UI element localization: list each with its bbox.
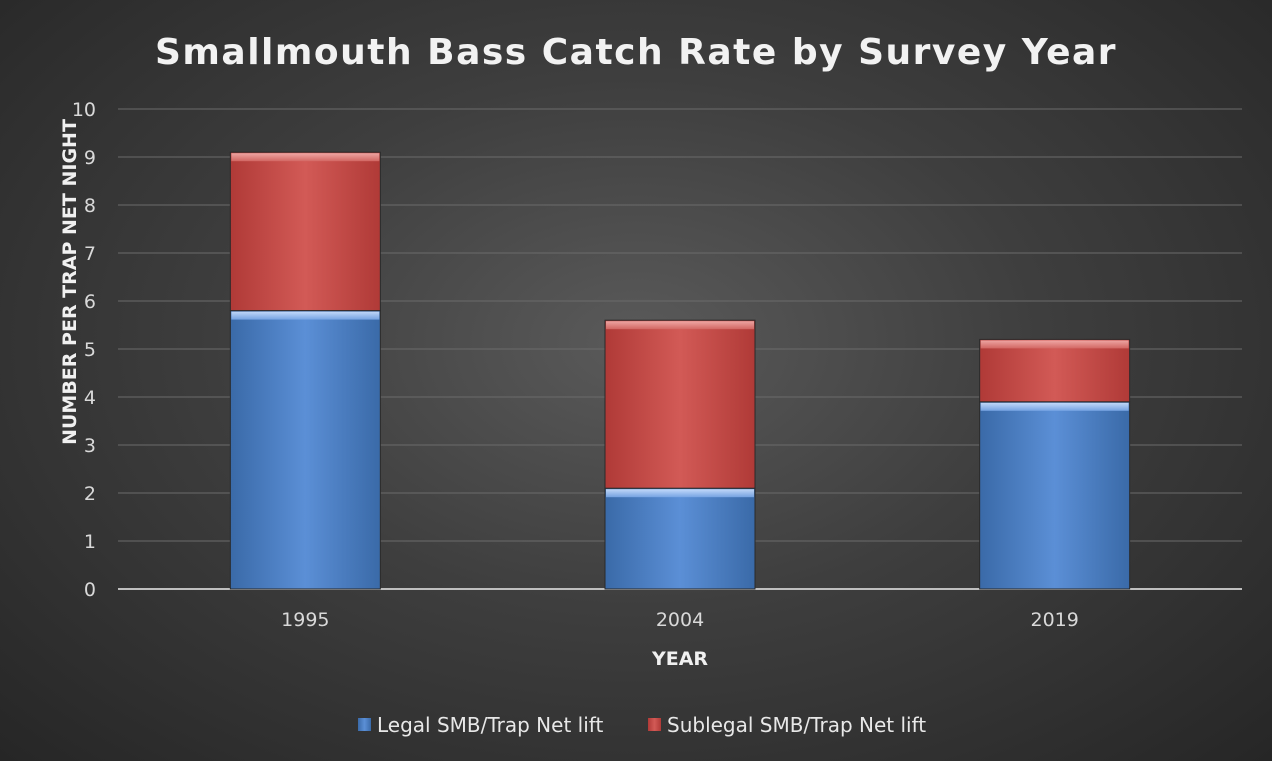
bar-sublegal-1995 (229, 151, 381, 312)
legend: Legal SMB/Trap Net lift Sublegal SMB/Trap… (358, 713, 926, 737)
x-tick-label: 2004 (656, 609, 704, 631)
bar-legal-2019 (979, 401, 1131, 590)
legend-label: Sublegal SMB/Trap Net lift (667, 713, 926, 737)
legend-swatch (648, 718, 661, 731)
y-tick-label: 4 (84, 387, 96, 409)
legend-swatch (358, 718, 371, 731)
y-tick-label: 2 (84, 483, 96, 505)
bar-sublegal-2004 (604, 319, 756, 489)
y-tick-label: 9 (84, 147, 96, 169)
bar-highlight (980, 340, 1129, 349)
bar-stack-1995 (229, 151, 381, 590)
bar-highlight (606, 489, 754, 498)
bar-highlight (231, 153, 380, 162)
x-axis-title: YEAR (651, 648, 708, 670)
bar-sublegal-2019 (979, 338, 1131, 403)
bar-stack-2019 (979, 338, 1131, 590)
y-tick-label: 7 (84, 243, 96, 265)
x-tick-label: 1995 (281, 609, 329, 631)
bar-stack-2004 (604, 319, 756, 590)
y-tick-label: 1 (84, 531, 96, 553)
bar-highlight (980, 402, 1129, 411)
bars (229, 151, 1131, 590)
y-axis-ticks: 0 1 2 3 4 5 6 7 8 9 10 (72, 99, 96, 601)
bar-highlight (231, 311, 380, 320)
bar-legal-1995 (229, 310, 381, 590)
legend-item-sublegal: Sublegal SMB/Trap Net lift (648, 713, 926, 737)
x-axis-ticks: 1995 2004 2019 (281, 609, 1079, 631)
legend-item-legal: Legal SMB/Trap Net lift (358, 713, 603, 737)
y-tick-label: 3 (84, 435, 96, 457)
legend-label: Legal SMB/Trap Net lift (377, 713, 603, 737)
bar-legal-2004 (604, 487, 756, 590)
y-tick-label: 5 (84, 339, 96, 361)
y-tick-label: 10 (72, 99, 96, 121)
y-tick-label: 0 (84, 579, 96, 601)
y-axis-title: NUMBER PER TRAP NET NIGHT (59, 119, 81, 445)
x-tick-label: 2019 (1030, 609, 1078, 631)
y-tick-label: 8 (84, 195, 96, 217)
bar-highlight (606, 321, 754, 330)
chart-title: Smallmouth Bass Catch Rate by Survey Yea… (155, 32, 1117, 73)
y-tick-label: 6 (84, 291, 96, 313)
